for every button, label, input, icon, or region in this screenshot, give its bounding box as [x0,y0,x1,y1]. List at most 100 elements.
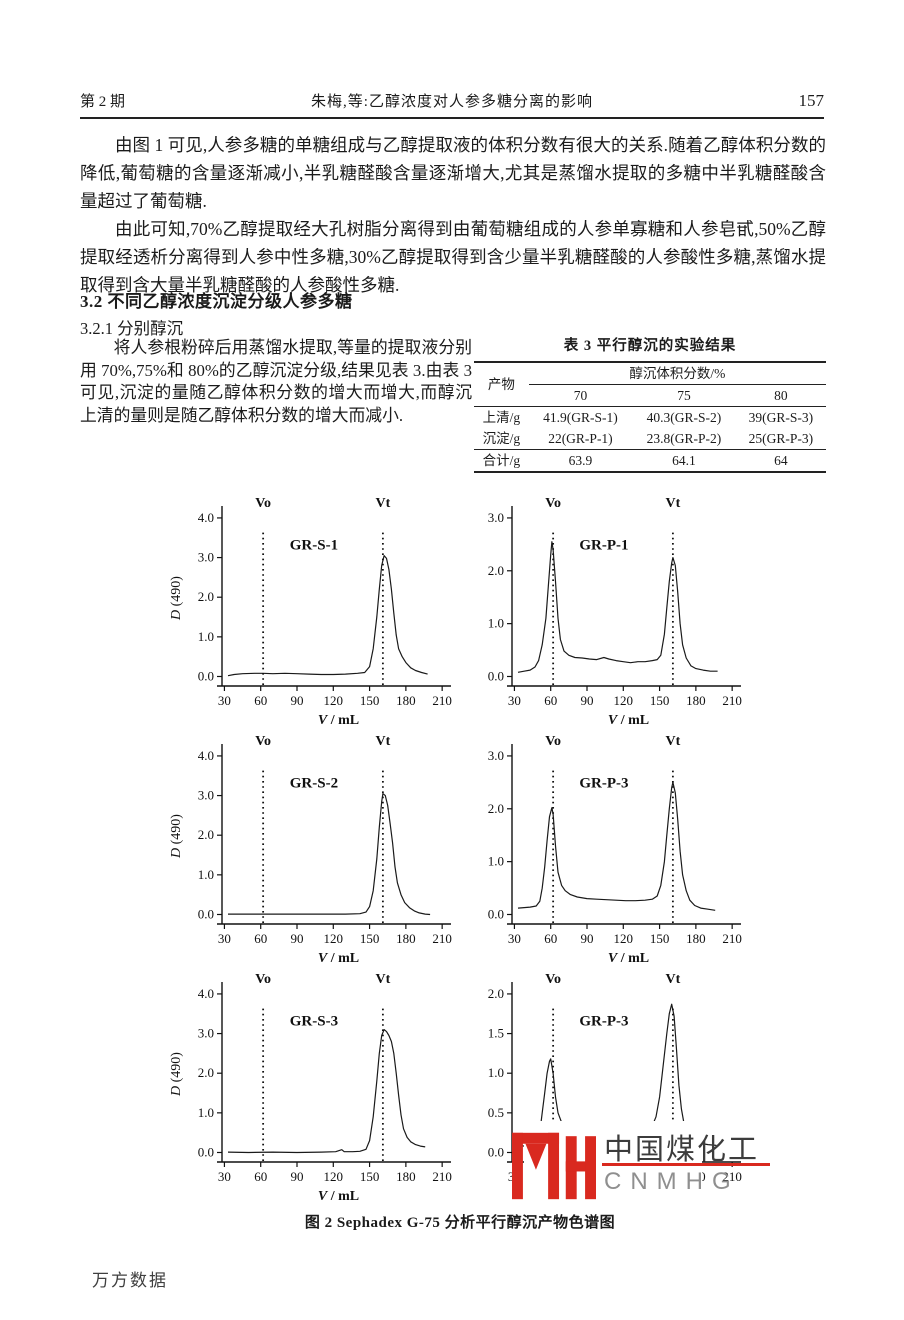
x-tick-label: 150 [360,1169,380,1184]
vt-marker-label: Vt [665,496,680,511]
x-tick-label: 60 [254,693,267,708]
page-number: 157 [798,91,825,110]
subsection-heading-3-2-1: 3.2.1 分别醇沉 [80,319,184,338]
x-tick-label: 180 [686,693,706,708]
chromatogram-curve [228,792,431,916]
table-row: 上清/g 41.9(GR-S-1) 40.3(GR-S-2) 39(GR-S-3… [474,407,826,429]
wanfang-data-mark: 万方数据 [92,1271,168,1290]
chromatogram-grid: 0.0 1.0 2.0 3.0 4.0 30 60 90 120 150 180 210 V / mL D… [166,494,746,1208]
x-tick-label: 120 [614,931,634,946]
y-tick-label: 0.0 [198,668,214,683]
x-tick-label: 60 [544,931,557,946]
chromatogram-curve [517,781,716,911]
table-row: 沉淀/g 22(GR-P-1) 23.8(GR-P-2) 25(GR-P-3) [474,428,826,450]
x-tick-label: 180 [686,931,706,946]
series-label: GR-P-3 [579,1014,628,1030]
x-tick-label: 30 [218,693,231,708]
x-axis-label: V / mL [318,1189,359,1204]
chart-gr-p-1: 0.0 1.0 2.0 3.0 30 60 90 120 150 180 210 V / mL Vo Vt… [456,494,746,732]
table3: 产物 醇沉体积分数/% 70 75 80 上清/g 41.9(GR-S-1) 4… [474,361,826,473]
chromatogram-curve [517,541,718,673]
y-tick-label: 1.0 [198,629,214,644]
y-tick-label: 3.0 [488,510,504,525]
vo-marker-label: Vo [255,496,271,511]
running-title: 朱梅,等:乙醇浓度对人参多糖分离的影响 [311,94,593,110]
y-tick-label: 4.0 [198,986,214,1001]
chromatogram-curve [227,1028,426,1154]
y-tick-label: 0.0 [198,1144,214,1159]
row-label: 上清/g [482,410,521,425]
y-tick-label: 3.0 [488,748,504,763]
chart-gr-s-1: 0.0 1.0 2.0 3.0 4.0 30 60 90 120 150 180 210 V / mL D… [166,494,456,732]
y-tick-label: 2.0 [198,589,214,604]
x-tick-label: 210 [432,931,452,946]
series-label: GR-S-2 [290,776,338,792]
y-tick-label: 2.0 [488,986,504,1001]
body-text: 由图 1 可见,人参多糖的单糖组成与乙醇提取液的体积分数有很大的关系.随着乙醇体… [80,131,826,299]
x-tick-label: 180 [396,931,416,946]
vo-marker-label: Vo [255,734,271,749]
x-tick-label: 90 [291,1169,304,1184]
left-column-paragraph: 将人参根粉碎后用蒸馏水提取,等量的提取液分别用 70%,75%和 80%的乙醇沉… [80,338,472,425]
chromatogram-curve [227,554,428,677]
y-axis-label: D (490) [169,576,184,621]
table-row-total: 合计/g 63.9 64.1 64 [474,449,826,473]
y-tick-label: 0.0 [488,906,504,921]
chromatogram-gr-s-3: 0.0 1.0 2.0 3.0 4.0 30 60 90 120 150 180 210 V / mL D… [169,972,452,1204]
x-tick-label: 30 [218,1169,231,1184]
cell: 23.8(GR-P-2) [646,431,722,446]
series-label: GR-S-3 [290,1014,338,1030]
paragraph-1: 由图 1 可见,人参多糖的单糖组成与乙醇提取液的体积分数有很大的关系.随着乙醇体… [80,135,826,211]
vt-marker-label: Vt [375,496,390,511]
cell: 39(GR-S-3) [748,410,814,425]
watermark-chinese-text: 中国煤化工 [604,1134,760,1166]
vt-marker-label: Vt [665,734,680,749]
vo-marker-label: Vo [255,972,271,987]
x-tick-label: 120 [324,931,344,946]
y-tick-label: 2.0 [488,563,504,578]
vt-marker-label: Vt [375,972,390,987]
x-tick-label: 210 [722,931,742,946]
chart-gr-s-3: 0.0 1.0 2.0 3.0 4.0 30 60 90 120 150 180 210 V / mL D… [166,970,456,1208]
y-tick-label: 0.5 [488,1105,504,1120]
issue-label: 第 2 期 [80,94,126,110]
section-heading-3-2: 3.2 不同乙醇浓度沉淀分级人参多糖 [80,292,353,311]
y-tick-label: 2.0 [488,801,504,816]
y-tick-label: 3.0 [198,1026,214,1041]
x-tick-label: 90 [581,693,594,708]
page-header: 第 2 期 朱梅,等:乙醇浓度对人参多糖分离的影响 157 [80,90,824,111]
watermark-rule [602,1163,770,1166]
chromatogram-gr-s-1: 0.0 1.0 2.0 3.0 4.0 30 60 90 120 150 180 210 V / mL D… [169,496,452,728]
y-tick-label: 1.5 [488,1026,504,1041]
vt-marker-label: Vt [665,972,680,987]
cell: 64 [774,453,788,468]
x-tick-label: 150 [360,931,380,946]
cell: 64.1 [672,453,696,468]
figure-caption: 图 2 Sephadex G-75 分析平行醇沉产物色谱图 [304,1215,616,1231]
x-tick-label: 210 [432,1169,452,1184]
table3-subheader-80: 80 [774,388,788,403]
chromatogram-gr-s-2: 0.0 1.0 2.0 3.0 4.0 30 60 90 120 150 180 210 V / mL D… [169,734,452,966]
x-tick-label: 210 [432,693,452,708]
y-tick-label: 0.0 [488,668,504,683]
x-tick-label: 30 [508,931,521,946]
y-tick-label: 3.0 [198,788,214,803]
table3-subheader-70: 70 [573,388,588,403]
vo-marker-label: Vo [545,972,561,987]
x-tick-label: 180 [396,693,416,708]
x-tick-label: 90 [291,693,304,708]
x-tick-label: 210 [722,693,742,708]
y-tick-label: 2.0 [198,1065,214,1080]
y-tick-label: 0.0 [488,1144,504,1159]
x-tick-label: 120 [324,693,344,708]
table3-subheader-75: 75 [677,388,691,403]
x-axis-label: V / mL [608,713,649,728]
y-tick-label: 1.0 [198,867,214,882]
chromatogram-gr-p-1: 0.0 1.0 2.0 3.0 30 60 90 120 150 180 210 V / mL Vo Vt… [488,496,742,728]
y-tick-label: 1.0 [488,1065,504,1080]
y-axis-label: D (490) [169,814,184,859]
watermark-latin-text: CNMHG [604,1168,740,1195]
cell: 63.9 [568,453,593,468]
x-tick-label: 90 [581,931,594,946]
